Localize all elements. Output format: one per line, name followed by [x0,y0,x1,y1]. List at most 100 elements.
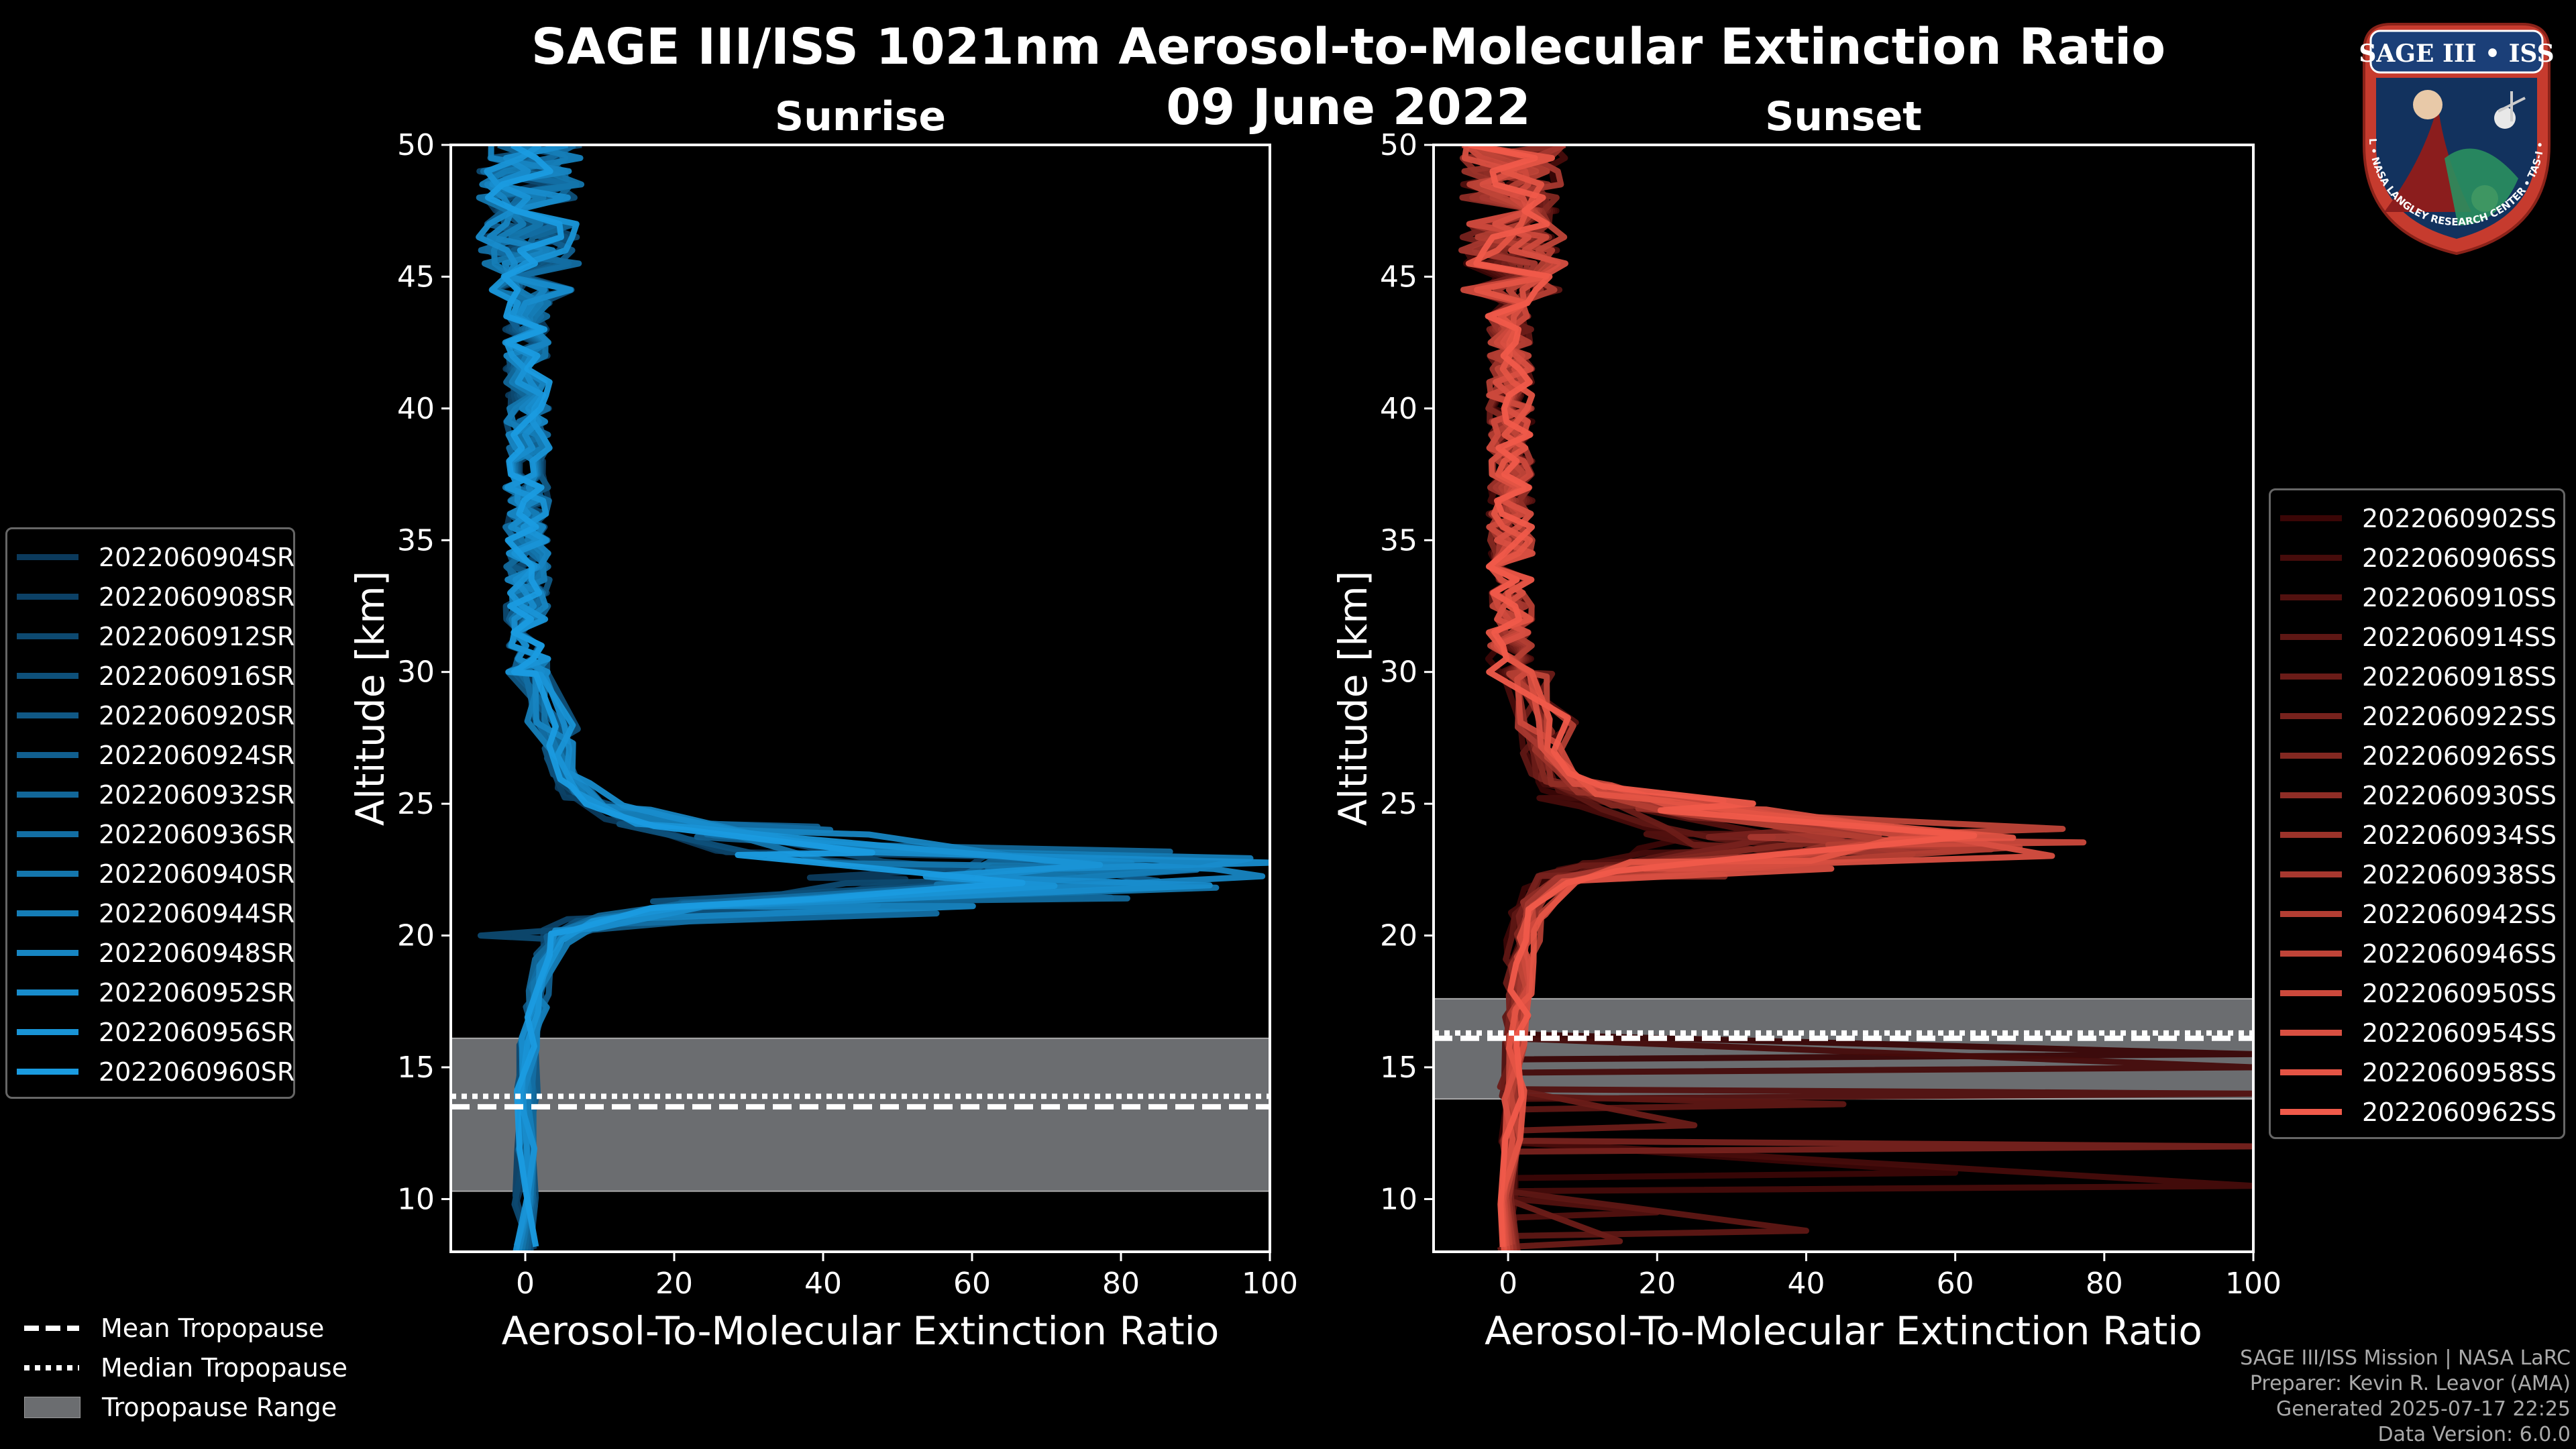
sunset-panel: 0 20 40 60 80 100 10 15 20 25 30 35 40 45 50 Sunset Aero… [1330,93,2282,1354]
tropopause-range-label: Tropopause Range [102,1392,337,1422]
legend-swatch [17,989,78,996]
logo-text: SAGE III • ISS [2359,40,2554,68]
y-tick-label: 40 [1380,392,1417,426]
legend-label: 2022060944SR [99,898,295,928]
legend-swatch [17,554,78,560]
y-tick-label: 20 [397,919,435,953]
legend-label: 2022060918SS [2362,661,2557,692]
credit-line: Data Version: 6.0.0 [2377,1423,2571,1446]
tropopause-legend: Mean Tropopause Median Tropopause Tropop… [24,1308,347,1427]
legend-item: 2022060942SS [2280,894,2557,934]
credit-line: Generated 2025-07-17 22:25 [2275,1397,2571,1421]
legend-tropopause-range: Tropopause Range [24,1387,347,1427]
legend-item: 2022060924SR [17,735,294,775]
legend-label: 2022060956SR [99,1017,295,1047]
mean-tropopause-label: Mean Tropopause [101,1313,325,1343]
legend-swatch [2280,515,2342,521]
credit-line: SAGE III/ISS Mission | NASA LaRC [2240,1346,2571,1370]
median-tropopause-label: Median Tropopause [101,1352,347,1383]
y-tick-label: 30 [397,655,435,690]
series-line [1469,145,1978,1248]
y-tick-label: 45 [1380,260,1417,294]
x-tick-label: 20 [1638,1267,1676,1301]
x-tick-label: 0 [1499,1267,1517,1301]
legend-item: 2022060936SR [17,814,294,854]
legend-item: 2022060948SR [17,933,294,973]
legend-swatch [2280,871,2342,877]
y-axis-label: Altitude [km] [1330,571,1376,826]
legend-item: 2022060904SR [17,537,294,577]
legend-item: 2022060912SR [17,616,294,656]
legend-item: 2022060926SS [2280,736,2557,775]
legend-label: 2022060950SS [2362,978,2557,1008]
figure-title: SAGE III/ISS 1021nm Aerosol-to-Molecular… [531,18,2165,76]
y-axis-label: Altitude [km] [347,571,393,826]
axes-frame [449,144,1271,1253]
x-tick-label: 40 [804,1267,842,1301]
legend-item: 2022060930SS [2280,775,2557,815]
x-tick-label: 60 [953,1267,991,1301]
series-group [476,145,1270,1252]
y-tick-label: 10 [397,1182,435,1216]
legend-item: 2022060922SS [2280,696,2557,736]
panel-title: Sunrise [775,93,946,140]
series-line [484,145,1026,1248]
legend-label: 2022060962SS [2362,1097,2557,1127]
x-tick-label: 20 [655,1267,693,1301]
tropopause-range-swatch [24,1396,80,1418]
x-tick-label: 80 [1102,1267,1140,1301]
legend-label: 2022060902SS [2362,503,2557,533]
legend-item: 2022060958SS [2280,1053,2557,1092]
legend-swatch [2280,555,2342,561]
sage-iii-iss-logo: SAGE III • ISS BALL • NASA LANGLEY RESEA… [2344,11,2555,256]
legend-label: 2022060940SR [99,859,295,889]
legend-swatch [2280,753,2342,759]
legend-swatch [17,712,78,718]
legend-label: 2022060934SS [2362,820,2557,850]
legend-item: 2022060916SR [17,656,294,696]
legend-label: 2022060922SS [2362,701,2557,731]
legend-label: 2022060952SR [99,977,295,1008]
x-axis-label: Aerosol-To-Molecular Extinction Ratio [1485,1308,2202,1354]
legend-swatch [17,752,78,758]
legend-item: 2022060918SS [2280,657,2557,696]
figure-date: 09 June 2022 [1166,78,1531,136]
y-tick-label: 25 [1380,787,1417,821]
legend-item: 2022060938SS [2280,855,2557,894]
legend-swatch [17,673,78,679]
legend-label: 2022060954SS [2362,1018,2557,1048]
legend-swatch [2280,911,2342,917]
legend-item: 2022060960SR [17,1052,294,1091]
legend-median-tropopause: Median Tropopause [24,1348,347,1387]
x-tick-label: 60 [1937,1267,1974,1301]
legend-label: 2022060926SS [2362,741,2557,771]
y-tick-label: 35 [397,523,435,557]
y-tick-label: 10 [1380,1182,1417,1216]
legend-swatch [17,871,78,877]
legend-label: 2022060938SS [2362,859,2557,890]
legend-swatch [2280,832,2342,838]
legend-item: 2022060956SR [17,1012,294,1052]
legend-item: 2022060962SS [2280,1092,2557,1132]
legend-label: 2022060958SS [2362,1057,2557,1087]
legend-label: 2022060948SR [99,938,295,968]
legend-item: 2022060914SS [2280,617,2557,657]
legend-swatch [17,910,78,916]
legend-label: 2022060932SR [99,780,295,810]
series-group [1458,145,2253,1252]
legend-swatch [2280,713,2342,719]
legend-swatch [2280,594,2342,600]
legend-swatch [2280,1030,2342,1036]
legend-label: 2022060906SS [2362,543,2557,573]
y-tick-label: 25 [397,787,435,821]
legend-item: 2022060952SR [17,973,294,1012]
x-tick-label: 80 [2086,1267,2123,1301]
median-tropopause-swatch [24,1360,79,1375]
legend-swatch [17,950,78,956]
x-axis-label: Aerosol-To-Molecular Extinction Ratio [502,1308,1220,1354]
legend-label: 2022060910SS [2362,582,2557,612]
legend-swatch [2280,990,2342,996]
legend-label: 2022060924SR [99,740,295,770]
legend-label: 2022060904SR [99,542,295,572]
